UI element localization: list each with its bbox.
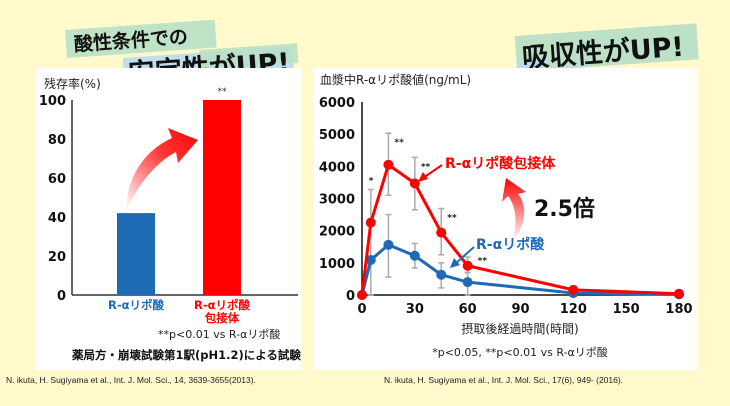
callout-arrowhead-complex-icon <box>418 172 428 182</box>
line-ytick-label: 2000 <box>319 225 355 240</box>
line-xtick-label: 150 <box>613 302 640 317</box>
line-xtick-label: 90 <box>511 302 529 317</box>
bar-ytick-label: 60 <box>48 172 66 187</box>
citation-left: N. ikuta, H. Sugiyama et al., Int. J. Mo… <box>6 375 256 385</box>
callout-arrowhead-plain-icon <box>450 258 460 268</box>
data-point-plain <box>365 254 376 265</box>
bar-significance-label: ** <box>218 87 228 97</box>
line-ytick-label: 4000 <box>319 160 355 175</box>
data-point-complex <box>462 260 473 271</box>
bar-1 <box>203 100 241 295</box>
line-ytick-label: 1000 <box>319 257 355 272</box>
bar-footnote: **p<0.01 vs R-αリポ酸 <box>158 327 280 341</box>
line-ylabel: 血漿中R-αリポ酸値(ng/mL) <box>320 72 471 87</box>
bar-category-label: 包接体 <box>204 311 240 325</box>
data-point-plain <box>462 277 473 288</box>
callout-arrow-plain <box>454 246 475 265</box>
series-label-plain: R-αリポ酸 <box>476 236 545 253</box>
callout-arrow-complex <box>422 164 443 179</box>
data-point-complex <box>674 288 684 299</box>
bar-category-label: R-αリポ酸 <box>108 298 165 312</box>
data-point-plain <box>383 239 394 250</box>
series-label-complex: R-αリポ酸包接体 <box>445 155 556 172</box>
line-ytick-label: 0 <box>346 289 355 304</box>
line-ytick-label: 3000 <box>319 193 355 208</box>
series-line-complex <box>360 163 680 296</box>
line-ytick-label: 6000 <box>319 96 355 111</box>
bar-category-label: R-αリポ酸 <box>194 298 251 312</box>
significance-label: ** <box>394 138 404 148</box>
data-point-complex <box>568 284 579 295</box>
data-point-complex <box>436 227 447 238</box>
line-xtick-label: 120 <box>560 302 587 317</box>
data-point-plain <box>436 269 447 280</box>
line-xtick-label: 0 <box>357 302 366 317</box>
bar-ytick-label: 40 <box>48 211 66 226</box>
significance-label: ** <box>447 213 457 223</box>
stability-chart-panel <box>36 68 302 370</box>
line-xtick-label: 30 <box>406 302 424 317</box>
line-xtick-label: 60 <box>459 302 477 317</box>
up-arrow-icon <box>502 178 526 242</box>
significance-label: * <box>369 176 374 186</box>
bar-method-note: 薬局方・崩壊試験第1駅(pH1.2)による試験 <box>71 348 301 362</box>
bar-ylabel: 残存率(%) <box>44 76 101 91</box>
data-point-complex <box>365 217 376 228</box>
bar-ytick-label: 100 <box>39 94 66 109</box>
ratio-label: 2.5倍 <box>534 196 595 222</box>
bar-0 <box>117 213 155 295</box>
bar-ytick-label: 0 <box>57 289 66 304</box>
absorption-chart-panel <box>313 68 698 370</box>
significance-label: ** <box>478 257 488 267</box>
bar-ytick-label: 20 <box>48 250 66 265</box>
data-point-complex <box>357 290 367 300</box>
significance-label: ** <box>421 162 431 172</box>
citation-right: N. ikuta, H. Sugiyama et al., Int. J. Mo… <box>384 375 624 385</box>
line-xlabel: 摂取後経過時間(時間) <box>461 321 578 336</box>
line-footnote: *p<0.05, **p<0.01 vs R-αリポ酸 <box>432 345 608 359</box>
line-xtick-label: 180 <box>665 302 692 317</box>
bar-ytick-label: 80 <box>48 133 66 148</box>
curved-arrow-icon <box>126 128 198 208</box>
data-point-plain <box>409 250 420 261</box>
line-ytick-label: 5000 <box>319 128 355 143</box>
data-point-complex <box>409 178 420 189</box>
data-point-complex <box>383 159 394 170</box>
